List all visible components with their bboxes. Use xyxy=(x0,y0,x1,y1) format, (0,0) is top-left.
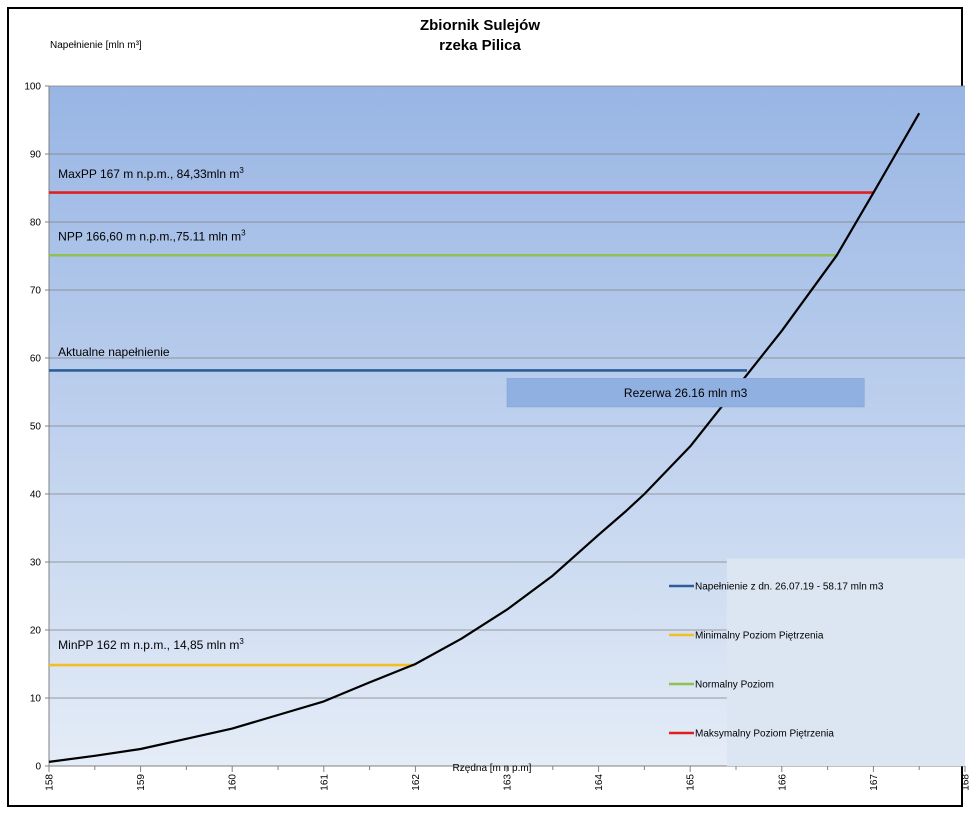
y-tick-label: 40 xyxy=(30,490,42,501)
y-tick-label: 10 xyxy=(30,694,42,705)
x-tick-label: 164 xyxy=(594,774,605,791)
reserve-label: Rezerwa 26.16 mln m3 xyxy=(624,386,748,400)
legend-background-rect xyxy=(726,558,965,766)
annotation-label: NPP 166,60 m n.p.m.,75.11 mln m3 xyxy=(58,228,246,243)
y-tick-label: 60 xyxy=(30,354,42,365)
x-tick-label: 160 xyxy=(228,774,239,791)
reserve-box-rect xyxy=(506,378,865,408)
level-lines xyxy=(49,191,874,667)
y-tick-label: 80 xyxy=(30,218,42,229)
y-axis-label: Napełnienie [mln m³] xyxy=(50,40,142,51)
x-tick-label: 166 xyxy=(777,774,788,791)
x-tick-label: 165 xyxy=(686,774,697,791)
x-tick-label: 161 xyxy=(319,774,330,791)
y-tick-label: 30 xyxy=(30,558,42,569)
y-tick-label: 50 xyxy=(30,422,42,433)
chart-subtitle: rzeka Pilica xyxy=(439,37,521,54)
capacity-curve-line xyxy=(48,112,921,763)
legend-background xyxy=(726,558,965,766)
x-tick-label: 162 xyxy=(411,774,422,791)
y-tick-label: 70 xyxy=(30,286,42,297)
x-tick-label: 158 xyxy=(45,774,56,791)
annotation-label: MinPP 162 m n.p.m., 14,85 mln m3 xyxy=(58,637,244,652)
reserve-box: Rezerwa 26.16 mln m3 xyxy=(506,378,865,408)
x-tick-label: 167 xyxy=(869,774,880,791)
legend-entry: Napełnienie z dn. 26.07.19 - 58.17 mln m… xyxy=(695,582,884,593)
y-tick-labels: 0 10 20 30 40 50 60 70 80 90 100 xyxy=(24,82,41,773)
legend: Napełnienie z dn. 26.07.19 - 58.17 mln m… xyxy=(669,582,884,740)
x-axis-label: Rzędna [m n p.m] xyxy=(453,763,532,774)
y-tick-label: 90 xyxy=(30,150,42,161)
annotation-label: Aktualne napełnienie xyxy=(58,345,170,359)
y-tick-label: 100 xyxy=(24,82,41,93)
capacity-curve xyxy=(48,112,921,763)
x-tick-label: 159 xyxy=(136,774,147,791)
x-tick-labels: 158 159 160 161 162 163 164 165 166 167 168 xyxy=(45,774,972,791)
x-tick-label: 168 xyxy=(961,774,972,791)
annotation-label: MaxPP 167 m n.p.m., 84,33mln m3 xyxy=(58,166,244,181)
y-tick-label: 20 xyxy=(30,626,42,637)
x-tick-label: 163 xyxy=(503,774,514,791)
legend-entry: Maksymalny Poziom Piętrzenia xyxy=(695,729,834,740)
legend-entry: Normalny Poziom xyxy=(695,680,774,691)
chart-title: Zbiornik Sulejów xyxy=(419,17,540,34)
y-tick-label: 0 xyxy=(35,762,41,773)
legend-entry: Minimalny Poziom Piętrzenia xyxy=(695,631,824,642)
annotations: MaxPP 167 m n.p.m., 84,33mln m3 NPP 166,6… xyxy=(58,166,246,652)
